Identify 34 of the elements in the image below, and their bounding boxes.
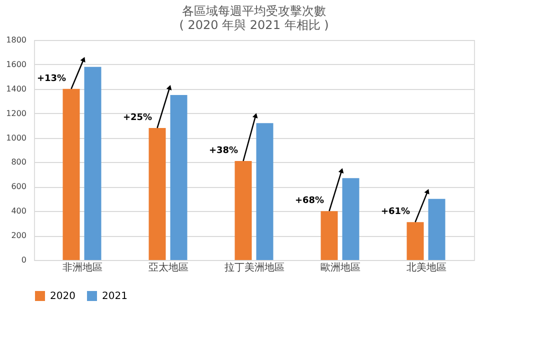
y-tick-label: 1600 <box>6 60 26 69</box>
y-tick-label: 0 <box>21 256 26 264</box>
x-tick-label: 非洲地區 <box>62 262 102 274</box>
bar <box>170 95 188 260</box>
bar <box>342 178 360 260</box>
bar <box>234 161 252 260</box>
legend-label: 2020 <box>50 291 76 302</box>
y-tick-label: 800 <box>11 158 26 167</box>
y-tick-label: 1000 <box>6 133 26 142</box>
x-tick-label: 北美地區 <box>406 262 446 274</box>
text: ( 2020 年與 2021 年相比 ) <box>179 18 329 32</box>
bar <box>406 222 424 260</box>
bar <box>84 66 102 260</box>
x-tick-label: 拉丁美洲地區 <box>224 262 284 274</box>
annotation: +13% <box>36 74 66 84</box>
y-tick-label: 600 <box>11 182 26 192</box>
y-tick-label: 1200 <box>6 108 26 118</box>
y-tick-label: 1800 <box>6 36 26 44</box>
bar <box>62 88 80 260</box>
bar <box>148 128 166 260</box>
y-tick-label: 1400 <box>6 84 26 94</box>
text: 各區域每週平均受攻擊次數 <box>182 4 326 18</box>
legend-label: 2021 <box>102 291 128 302</box>
y-tick-label: 200 <box>11 231 26 240</box>
bar <box>428 198 446 260</box>
annotation: +68% <box>294 196 324 206</box>
annotation: +25% <box>122 113 152 123</box>
bar <box>320 211 338 260</box>
bar <box>256 123 274 260</box>
annotation: +38% <box>208 146 238 156</box>
x-tick-label: 亞太地區 <box>148 262 188 274</box>
annotation: +61% <box>380 207 410 218</box>
y-tick-label: 400 <box>11 206 26 216</box>
x-tick-label: 歐洲地區 <box>320 262 360 274</box>
